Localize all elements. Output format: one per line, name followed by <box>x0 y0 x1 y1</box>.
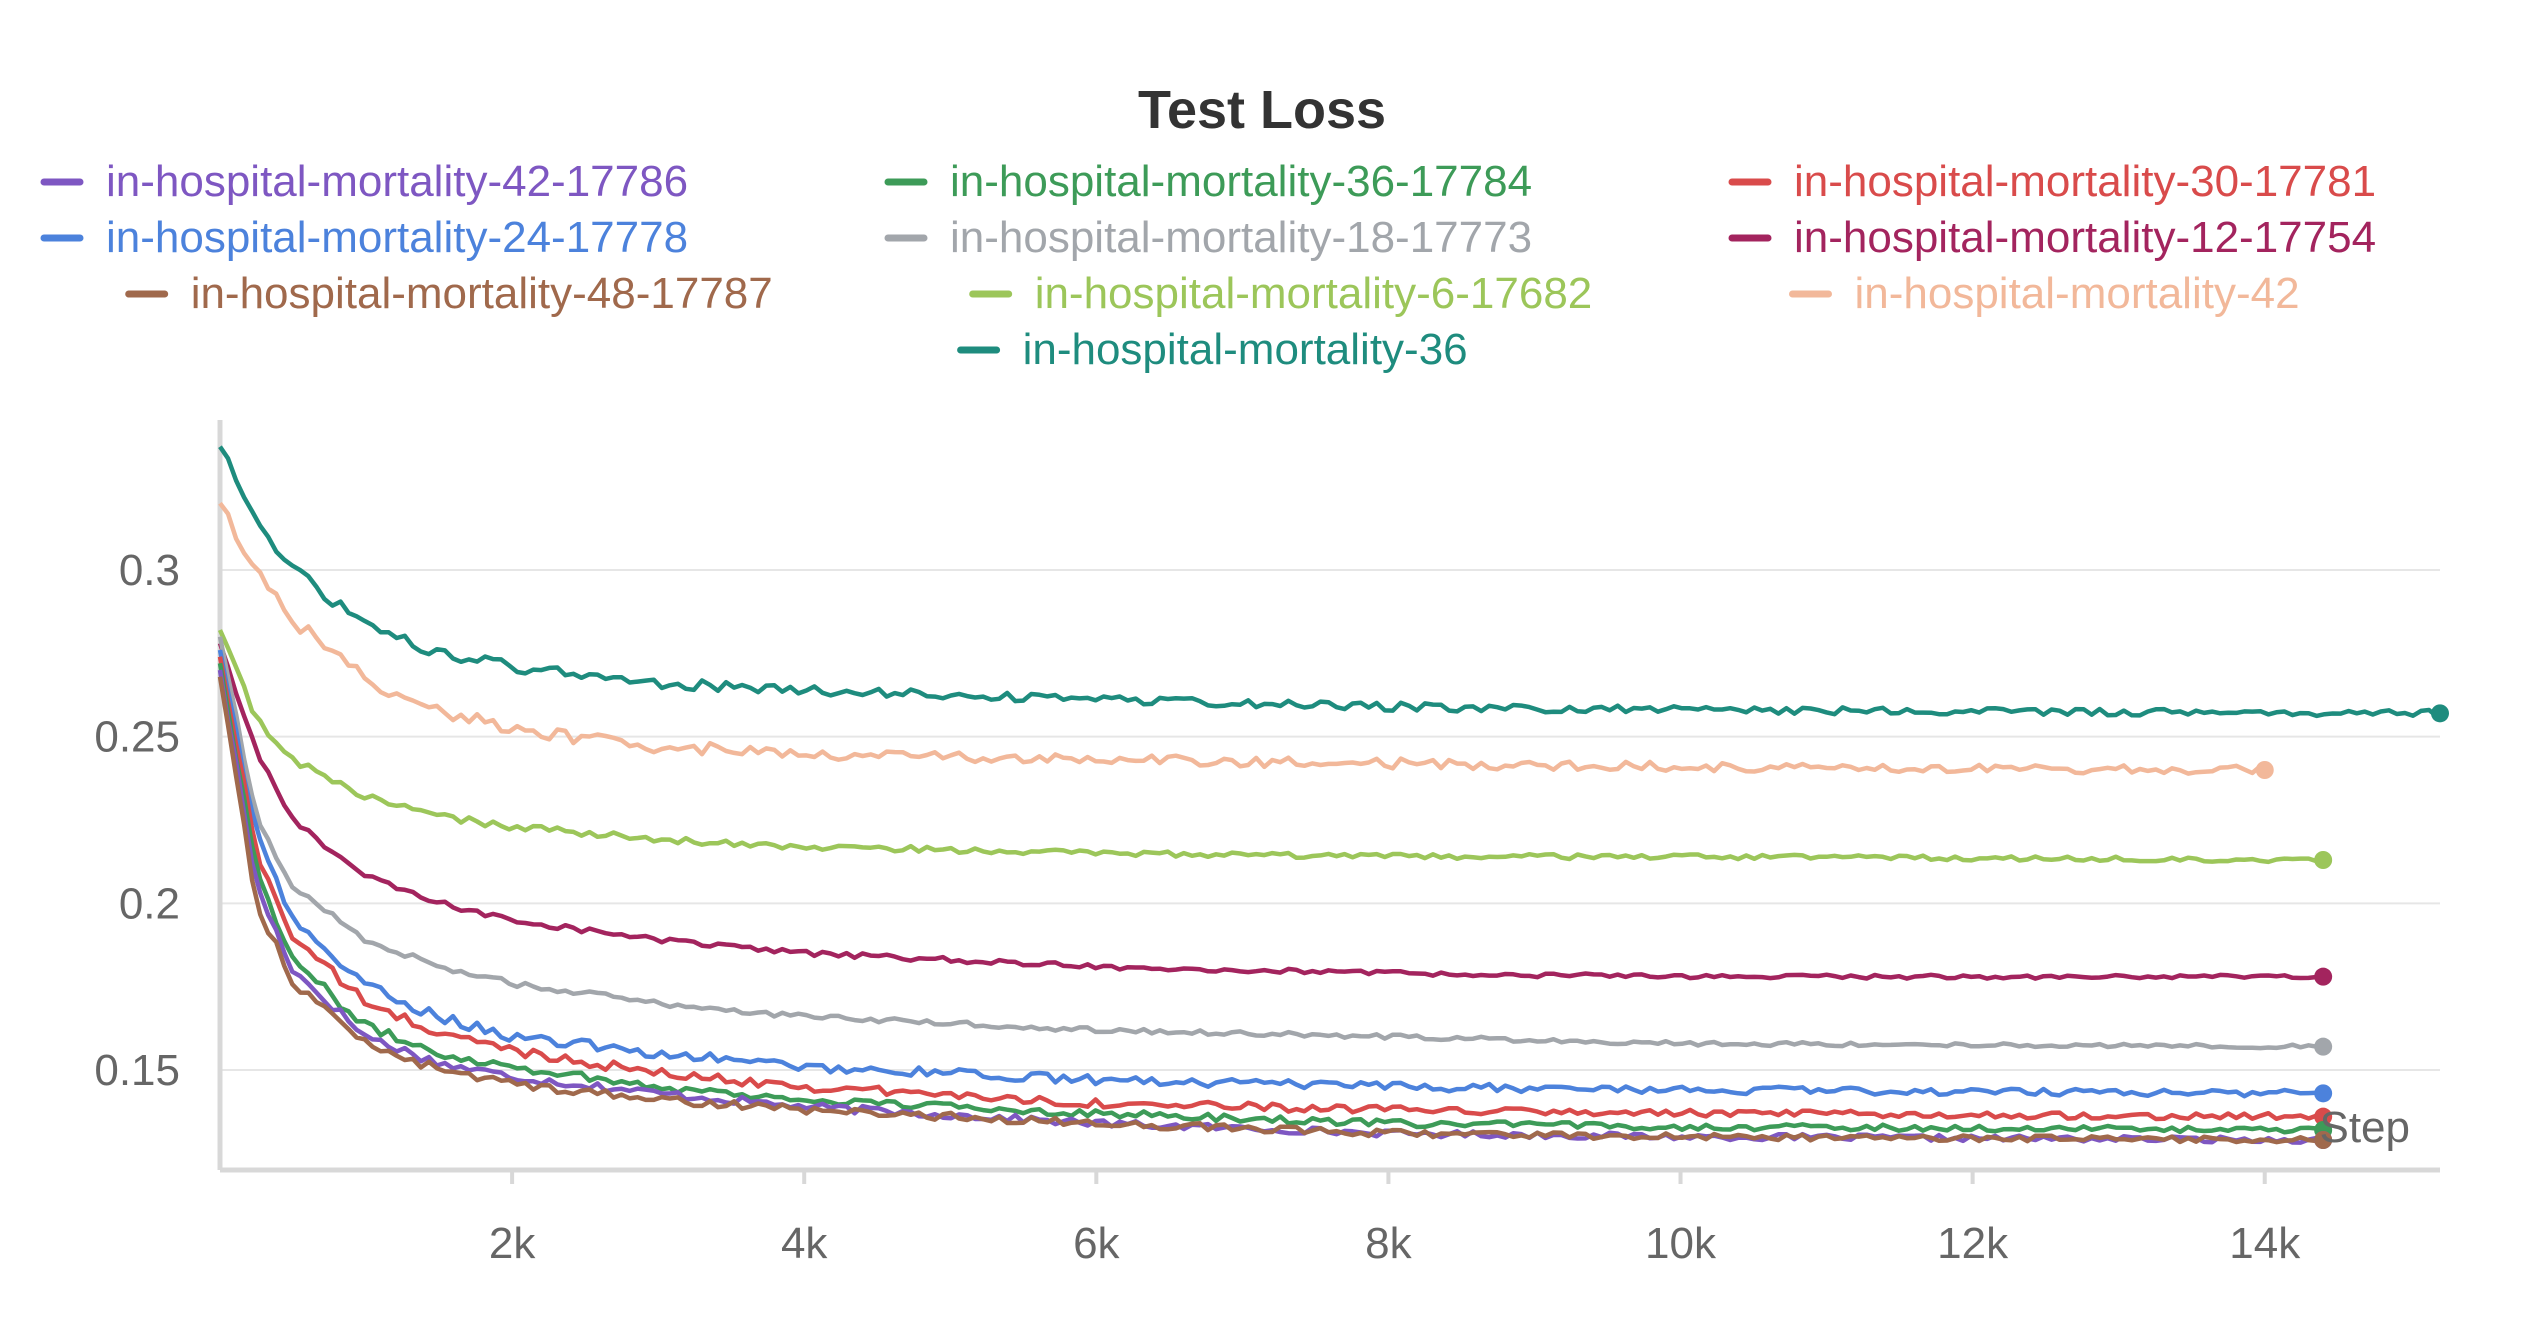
series-line-in-hospital-mortality-42[interactable] <box>218 501 2262 776</box>
x-tick-label: 14k <box>2229 1219 2301 1268</box>
series-endpoint-marker <box>2314 1107 2333 1126</box>
legend-label: in-hospital-mortality-36-17784 <box>950 157 1532 206</box>
x-axis-label: Step <box>2319 1103 2410 1152</box>
series-line-in-hospital-mortality-18-17773[interactable] <box>217 636 2317 1051</box>
legend-item[interactable]: in-hospital-mortality-48-17787 <box>125 269 773 318</box>
legend-item[interactable]: in-hospital-mortality-42 <box>1789 269 2300 318</box>
axes: 2k 4k 6k 8k 10k 12k 14k <box>217 420 2440 1268</box>
x-tick-label: 6k <box>1073 1219 1120 1268</box>
series-line-in-hospital-mortality-12-17754[interactable] <box>217 642 2317 981</box>
series-line-in-hospital-mortality-30-17781[interactable] <box>217 656 2318 1122</box>
legend-label: in-hospital-mortality-36 <box>1023 325 1468 374</box>
legend-item[interactable]: in-hospital-mortality-30-17781 <box>1728 157 2376 206</box>
series-line-in-hospital-mortality-36[interactable] <box>218 445 2439 719</box>
x-tick-label: 4k <box>781 1219 828 1268</box>
legend-label: in-hospital-mortality-24-17778 <box>106 213 688 262</box>
series-endpoint-marker <box>2431 704 2449 723</box>
x-tick-label: 12k <box>1937 1219 2009 1268</box>
series-endpoint-marker <box>2314 1084 2333 1103</box>
legend-item[interactable]: in-hospital-mortality-42-17786 <box>40 157 688 206</box>
legend-label: in-hospital-mortality-30-17781 <box>1794 157 2376 206</box>
legend-item[interactable]: in-hospital-mortality-12-17754 <box>1728 213 2376 262</box>
legend-item[interactable]: in-hospital-mortality-6-17682 <box>969 269 1593 318</box>
y-tick-label: 0.3 <box>119 546 180 595</box>
grid-lines: 0.3 0.25 0.2 0.15 <box>94 546 2440 1095</box>
y-tick-label: 0.2 <box>119 879 180 928</box>
series-line-in-hospital-mortality-48-17787[interactable] <box>217 676 2317 1145</box>
series-endpoint-marker <box>2255 761 2274 779</box>
legend-item[interactable]: in-hospital-mortality-18-17773 <box>884 213 1532 262</box>
x-tick-label: 8k <box>1365 1219 1412 1268</box>
x-tick-label: 10k <box>1645 1219 1717 1268</box>
series-line-in-hospital-mortality-6-17682[interactable] <box>217 629 2318 865</box>
series-endpoint-marker <box>2314 851 2333 869</box>
legend-item[interactable]: in-hospital-mortality-36 <box>957 325 1468 374</box>
series-lines[interactable] <box>217 445 2439 1145</box>
legend-label: in-hospital-mortality-42-17786 <box>106 157 688 206</box>
chart-title: Test Loss <box>1138 80 1386 140</box>
legend-label: in-hospital-mortality-6-17682 <box>1035 269 1593 318</box>
series-endpoints <box>2255 704 2449 1149</box>
legend-label: in-hospital-mortality-42 <box>1855 269 2300 318</box>
legend-label: in-hospital-mortality-18-17773 <box>950 213 1532 262</box>
legend-item[interactable]: in-hospital-mortality-24-17778 <box>40 213 688 262</box>
legend[interactable]: in-hospital-mortality-42-17786 in-hospita… <box>40 157 2376 374</box>
y-tick-label: 0.15 <box>94 1046 180 1095</box>
series-endpoint-marker <box>2314 1131 2333 1149</box>
series-endpoint-marker <box>2314 967 2333 986</box>
series-endpoint-marker <box>2314 1037 2333 1056</box>
legend-item[interactable]: in-hospital-mortality-36-17784 <box>884 157 1532 206</box>
y-tick-label: 0.25 <box>94 713 180 762</box>
series-line-in-hospital-mortality-36-17784[interactable] <box>217 662 2317 1135</box>
series-line-in-hospital-mortality-24-17778[interactable] <box>217 649 2317 1099</box>
legend-label: in-hospital-mortality-12-17754 <box>1794 213 2376 262</box>
x-tick-label: 2k <box>489 1219 536 1268</box>
legend-label: in-hospital-mortality-48-17787 <box>191 269 773 318</box>
